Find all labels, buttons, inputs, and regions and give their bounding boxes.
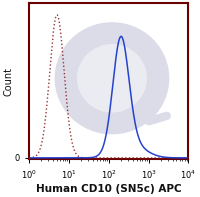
Y-axis label: Count: Count bbox=[3, 67, 13, 96]
Circle shape bbox=[77, 44, 147, 112]
X-axis label: Human CD10 (SN5c) APC: Human CD10 (SN5c) APC bbox=[36, 184, 182, 193]
Circle shape bbox=[55, 22, 169, 134]
